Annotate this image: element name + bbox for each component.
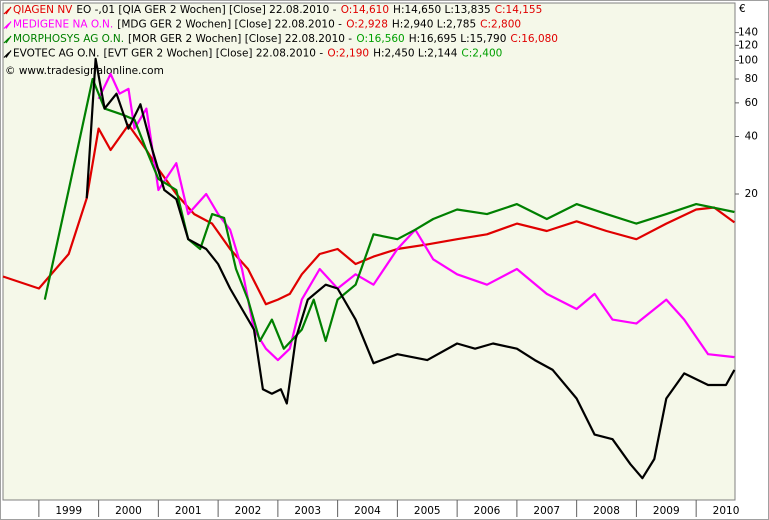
copyright: © www.tradesignalonline.com — [5, 65, 164, 77]
legend-open: O:14,610 — [341, 4, 389, 16]
legend-high-low: H:2,940 L:2,785 — [392, 19, 476, 31]
y-tick-label: 140 — [738, 27, 758, 39]
legend-detail: EO -,01 [QIA GER 2 Wochen] [Close] 22.08… — [76, 4, 336, 16]
legend-icon — [3, 50, 12, 58]
legend-icon — [3, 6, 12, 15]
y-tick-label: 40 — [745, 131, 758, 143]
series-line — [85, 57, 736, 480]
x-tick-label: 2010 — [713, 505, 740, 517]
x-tick-label: 2008 — [593, 505, 620, 517]
y-tick-label: 60 — [745, 97, 758, 109]
legend-close: C:14,155 — [495, 4, 543, 16]
x-tick-label: 2005 — [414, 505, 441, 517]
legend-icon — [3, 21, 12, 29]
legend-entry: MORPHOSYS AG O.N. [MOR GER 2 Wochen] [Clo… — [13, 33, 558, 45]
legend-open: O:16,560 — [356, 33, 404, 45]
legend-entry: EVOTEC AG O.N. [EVT GER 2 Wochen] [Close]… — [13, 48, 502, 60]
legend-close: C:16,080 — [510, 33, 558, 45]
y-tick-label: 120 — [738, 39, 758, 51]
series-line — [43, 77, 735, 350]
x-tick-label: 2004 — [354, 505, 381, 517]
legend-close: C:2,800 — [480, 19, 521, 31]
x-tick-label: 2002 — [235, 505, 262, 517]
x-tick-label: 2007 — [533, 505, 560, 517]
x-tick-label: 2000 — [115, 505, 142, 517]
series-line — [2, 123, 736, 306]
legend-high-low: H:14,650 L:13,835 — [393, 4, 491, 16]
y-tick-label: 20 — [745, 188, 758, 200]
x-tick-label: 2001 — [175, 505, 202, 517]
legend-icon — [3, 35, 12, 44]
legend-detail: [MDG GER 2 Wochen] [Close] 22.08.2010 - — [117, 19, 342, 31]
series-line — [97, 72, 735, 362]
y-unit: € — [739, 3, 746, 15]
legend-detail: [MOR GER 2 Wochen] [Close] 22.08.2010 - — [128, 33, 352, 45]
x-tick-label: 1999 — [55, 505, 82, 517]
legend-open: O:2,190 — [327, 48, 369, 60]
x-tick-label: 2009 — [653, 505, 680, 517]
legend-entry: MEDIGENE NA O.N. [MDG GER 2 Wochen] [Clos… — [13, 19, 521, 31]
legend-high-low: H:2,450 L:2,144 — [373, 48, 458, 60]
legend-close: C:2,400 — [461, 48, 502, 60]
legend-detail: [EVT GER 2 Wochen] [Close] 22.08.2010 - — [103, 48, 323, 60]
x-tick-label: 2006 — [474, 505, 501, 517]
legend-entry: QIAGEN NV EO -,01 [QIA GER 2 Wochen] [Clo… — [13, 4, 542, 16]
y-tick-label: 80 — [745, 73, 758, 85]
plot-area — [2, 2, 736, 501]
legend-name: EVOTEC AG O.N. — [13, 48, 99, 60]
legend-name: QIAGEN NV — [13, 4, 73, 16]
x-tick-label: 2003 — [294, 505, 321, 517]
y-tick-label: 100 — [738, 54, 758, 66]
legend-open: O:2,928 — [346, 19, 388, 31]
legend-name: MORPHOSYS AG O.N. — [13, 33, 124, 45]
legend-high-low: H:16,695 L:15,790 — [409, 33, 507, 45]
legend-name: MEDIGENE NA O.N. — [13, 19, 113, 31]
